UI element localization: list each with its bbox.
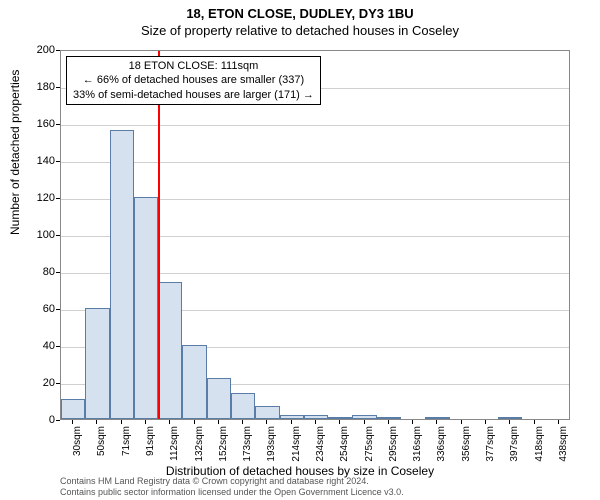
y-tick-label: 140: [15, 155, 55, 167]
y-tick-label: 40: [15, 340, 55, 352]
x-tick-mark: [169, 420, 170, 424]
attribution-line1: Contains HM Land Registry data © Crown c…: [60, 476, 570, 487]
y-tick-label: 0: [15, 414, 55, 426]
chart-title: 18, ETON CLOSE, DUDLEY, DY3 1BU: [0, 0, 600, 21]
x-tick-mark: [218, 420, 219, 424]
histogram-bar: [134, 197, 158, 419]
y-tick-label: 80: [15, 266, 55, 278]
gridline: [61, 162, 569, 163]
chart-subtitle: Size of property relative to detached ho…: [0, 21, 600, 38]
x-tick-mark: [121, 420, 122, 424]
y-tick-label: 120: [15, 192, 55, 204]
chart-plot-area: 18 ETON CLOSE: 111sqm ← 66% of detached …: [60, 50, 570, 420]
x-tick-mark: [96, 420, 97, 424]
histogram-bar: [352, 415, 376, 419]
histogram-bar: [207, 378, 231, 419]
histogram-bar: [85, 308, 109, 419]
histogram-bar: [425, 417, 449, 419]
x-tick-label: 275sqm: [364, 426, 375, 466]
x-tick-label: 377sqm: [485, 426, 496, 466]
histogram-bar: [280, 415, 304, 419]
x-tick-label: 173sqm: [242, 426, 253, 466]
x-tick-label: 214sqm: [291, 426, 302, 466]
x-tick-label: 254sqm: [339, 426, 350, 466]
gridline: [61, 125, 569, 126]
histogram-bar: [110, 130, 134, 419]
x-tick-label: 356sqm: [461, 426, 472, 466]
x-tick-label: 91sqm: [145, 426, 156, 466]
x-tick-label: 132sqm: [194, 426, 205, 466]
x-tick-label: 336sqm: [436, 426, 447, 466]
x-tick-label: 112sqm: [169, 426, 180, 466]
x-tick-mark: [145, 420, 146, 424]
y-tick-mark: [56, 420, 60, 421]
histogram-bar: [377, 417, 401, 419]
histogram-bar: [328, 417, 352, 419]
x-tick-label: 295sqm: [388, 426, 399, 466]
x-tick-mark: [339, 420, 340, 424]
x-tick-label: 71sqm: [121, 426, 132, 466]
x-tick-mark: [194, 420, 195, 424]
histogram-bar: [61, 399, 85, 419]
y-tick-label: 160: [15, 118, 55, 130]
x-tick-mark: [461, 420, 462, 424]
x-tick-mark: [388, 420, 389, 424]
histogram-bar: [255, 406, 279, 419]
histogram-bar: [158, 282, 182, 419]
attribution-text: Contains HM Land Registry data © Crown c…: [60, 476, 570, 498]
y-tick-label: 100: [15, 229, 55, 241]
histogram-bar: [304, 415, 328, 419]
x-tick-label: 50sqm: [96, 426, 107, 466]
attribution-line2: Contains public sector information licen…: [60, 487, 570, 498]
x-tick-mark: [558, 420, 559, 424]
x-tick-mark: [315, 420, 316, 424]
reference-line: [158, 51, 160, 419]
x-tick-mark: [364, 420, 365, 424]
x-tick-mark: [534, 420, 535, 424]
y-tick-label: 60: [15, 303, 55, 315]
x-tick-label: 30sqm: [72, 426, 83, 466]
x-tick-mark: [436, 420, 437, 424]
x-tick-label: 397sqm: [509, 426, 520, 466]
x-tick-label: 438sqm: [558, 426, 569, 466]
x-tick-label: 316sqm: [412, 426, 423, 466]
x-tick-mark: [485, 420, 486, 424]
histogram-bar: [498, 417, 522, 419]
callout-line1: 18 ETON CLOSE: 111sqm: [73, 59, 314, 73]
histogram-bar: [231, 393, 255, 419]
y-tick-label: 200: [15, 44, 55, 56]
callout-box: 18 ETON CLOSE: 111sqm ← 66% of detached …: [66, 56, 321, 105]
x-tick-mark: [509, 420, 510, 424]
x-tick-label: 234sqm: [315, 426, 326, 466]
callout-line2: ← 66% of detached houses are smaller (33…: [73, 73, 314, 87]
x-tick-label: 193sqm: [266, 426, 277, 466]
x-tick-mark: [242, 420, 243, 424]
x-tick-mark: [291, 420, 292, 424]
y-axis-label: Number of detached properties: [8, 70, 22, 235]
y-tick-label: 20: [15, 377, 55, 389]
histogram-bar: [182, 345, 206, 419]
y-tick-label: 180: [15, 81, 55, 93]
x-tick-mark: [266, 420, 267, 424]
x-tick-label: 418sqm: [534, 426, 545, 466]
x-tick-label: 152sqm: [218, 426, 229, 466]
x-tick-mark: [72, 420, 73, 424]
callout-line3: 33% of semi-detached houses are larger (…: [73, 88, 314, 102]
x-tick-mark: [412, 420, 413, 424]
